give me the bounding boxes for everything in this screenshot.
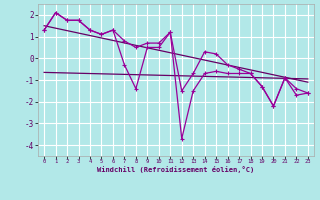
X-axis label: Windchill (Refroidissement éolien,°C): Windchill (Refroidissement éolien,°C) [97,166,255,173]
